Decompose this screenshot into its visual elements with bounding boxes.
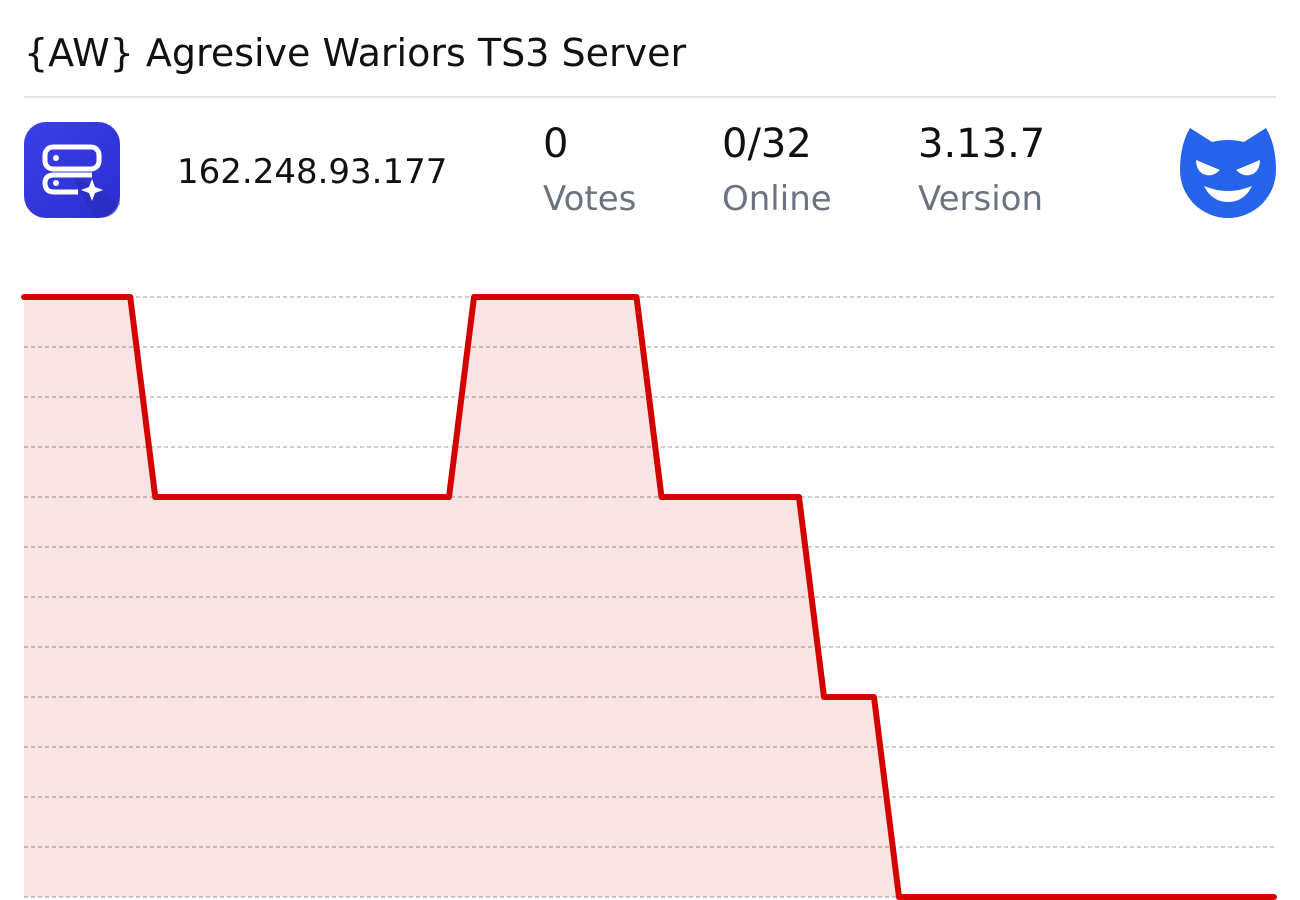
game-logo (1180, 128, 1276, 218)
stat-label: Online (722, 179, 832, 219)
stat-value: 3.13.7 (918, 121, 1045, 167)
area-fill (24, 297, 1274, 897)
stat-value: 0/32 (722, 121, 812, 167)
area-line (21, 294, 1277, 900)
server-title: {AW} Agresive Wariors TS3 Server (24, 31, 686, 75)
chart (21, 294, 1277, 900)
server-ip: 162.248.93.177 (177, 152, 447, 192)
stat-label: Version (918, 179, 1043, 219)
stat-label: Votes (543, 179, 636, 219)
server-icon (24, 122, 120, 218)
stat-value: 0 (543, 121, 568, 167)
